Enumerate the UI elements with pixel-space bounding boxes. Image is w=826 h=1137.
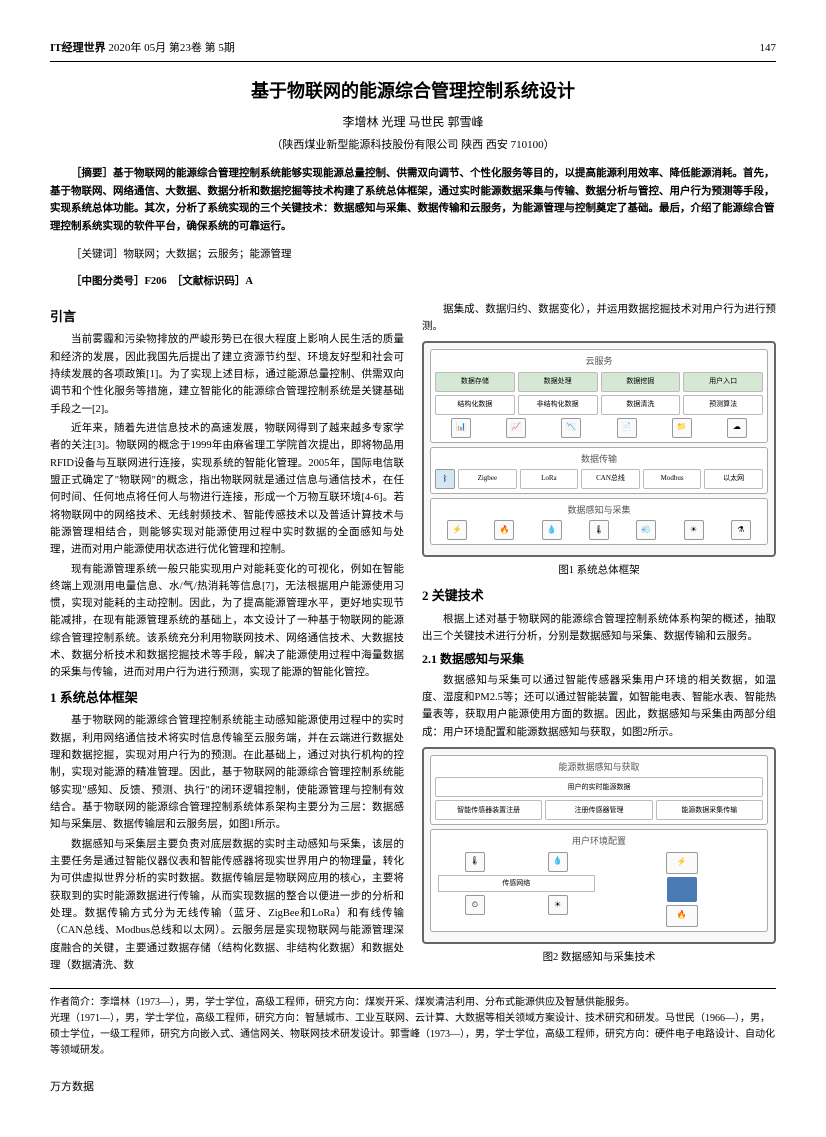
meter-icon: 💧 (542, 520, 562, 540)
meter-icon: 🔥 (494, 520, 514, 540)
right-column: 据集成、数据归约、数据变化），并运用数据挖掘技术对用户行为进行预测。 云服务 数… (422, 301, 776, 977)
para: 现有能源管理系统一般只能实现用户对能耗变化的可视化，例如在智能终端上观测用电量信… (50, 561, 404, 682)
page-number: 147 (760, 40, 777, 58)
chart-icon: 📉 (561, 418, 581, 438)
light-sensor-icon: ☀ (548, 895, 568, 915)
meter-icon: ⚡ (447, 520, 467, 540)
journal-name: IT经理世界 (50, 42, 106, 54)
section-intro: 引言 (50, 307, 404, 328)
para: 根据上述对基于物联网的能源综合管理控制系统体系构架的概述，抽取出三个关键技术进行… (422, 611, 776, 646)
author-bio-footer: 作者简介：李增林（1973—），男，学士学位，高级工程师，研究方向：煤炭开采、煤… (50, 988, 776, 1059)
classification: ［中图分类号］F206 ［文献标识码］A (50, 274, 776, 291)
figure-2: 能源数据感知与获取 用户的实时能源数据 智能传感器装置注册 注册传感器管理 能源… (422, 747, 776, 944)
issue-info: 2020年 05月 第23卷 第 5期 (106, 42, 235, 54)
bio-line: 作者简介：李增林（1973—），男，学士学位，高级工程师，研究方向：煤炭开采、煤… (50, 995, 776, 1011)
file-icon: 📁 (672, 418, 692, 438)
para: 数据感知与采集可以通过智能传感器采集用户环境的相关数据，如温度、湿度和PM2.5… (422, 672, 776, 741)
page-header: IT经理世界 2020年 05月 第23卷 第 5期 147 (50, 40, 776, 62)
sensor-icon: ⚗ (731, 520, 751, 540)
affiliation: （陕西煤业新型能源科技股份有限公司 陕西 西安 710100） (50, 137, 776, 155)
stove-icon: 🔥 (666, 905, 698, 927)
section-2: 2 关键技术 (422, 586, 776, 607)
watermark: 万方数据 (50, 1079, 776, 1097)
device-icon (667, 877, 697, 902)
pressure-sensor-icon: ⏲ (465, 895, 485, 915)
para: 当前雾霾和污染物排放的严峻形势已在很大程度上影响人民生活的质量和经济的发展，因此… (50, 331, 404, 418)
para: 近年来，随着先进信息技术的高速发展，物联网得到了越来越多专家学者的关注[3]。物… (50, 420, 404, 559)
section-1: 1 系统总体框架 (50, 688, 404, 709)
bluetooth-icon: ᛒ (435, 469, 455, 489)
figure-1: 云服务 数据存储 数据处理 数据挖掘 用户入口 结构化数据 非结构化数据 数据清… (422, 341, 776, 557)
chart-icon: 📈 (506, 418, 526, 438)
sensor-icon: 💨 (636, 520, 656, 540)
sensor-icon: 🌡 (589, 520, 609, 540)
sensor-icon: ☀ (684, 520, 704, 540)
keywords: ［关键词］物联网；大数据；云服务；能源管理 (50, 247, 776, 264)
cloud-icon: ☁ (727, 418, 747, 438)
left-column: 引言 当前雾霾和污染物排放的严峻形势已在很大程度上影响人民生活的质量和经济的发展… (50, 301, 404, 977)
file-icon: 📄 (617, 418, 637, 438)
section-2-1: 2.1 数据感知与采集 (422, 650, 776, 669)
bio-line: 光理（1971—），男，学士学位，高级工程师，研究方向：智慧城市、工业互联网、云… (50, 1011, 776, 1059)
chart-icon: 📊 (451, 418, 471, 438)
abstract: ［摘要］基于物联网的能源综合管理控制系统能够实现能源总量控制、供需双向调节、个性… (50, 165, 776, 236)
humidity-sensor-icon: 💧 (548, 852, 568, 872)
authors: 李增林 光理 马世民 郭雪峰 (50, 113, 776, 132)
para: 数据感知与采集层主要负责对底层数据的实时主动感知与采集，该层的主要任务是通过智能… (50, 836, 404, 975)
para: 据集成、数据归约、数据变化），并运用数据挖掘技术对用户行为进行预测。 (422, 301, 776, 336)
meter-icon: ⚡ (666, 852, 698, 874)
article-title: 基于物联网的能源综合管理控制系统设计 (50, 77, 776, 106)
figure-1-caption: 图1 系统总体框架 (422, 563, 776, 580)
para: 基于物联网的能源综合管理控制系统能主动感知能源使用过程中的实时数据，利用网络通信… (50, 712, 404, 833)
temp-sensor-icon: 🌡 (465, 852, 485, 872)
figure-2-caption: 图2 数据感知与采集技术 (422, 950, 776, 967)
